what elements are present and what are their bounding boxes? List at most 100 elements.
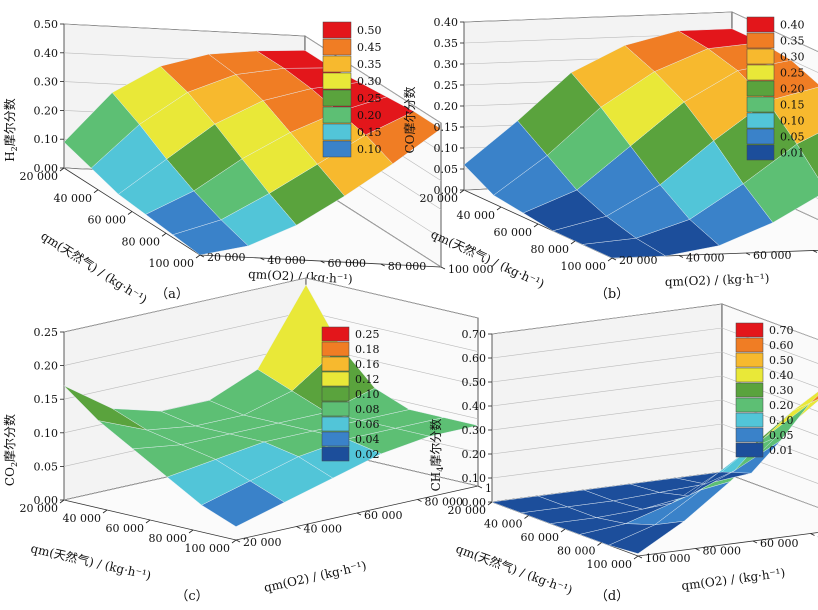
- z-gridline: [463, 11, 818, 52]
- z-tick-label: 0.10: [462, 472, 487, 485]
- x-tick-label: 20 000: [448, 504, 487, 517]
- legend-label: 0.25: [780, 67, 805, 80]
- x-tick: [633, 555, 639, 560]
- z-tick-label: 0.40: [434, 16, 459, 29]
- z-gridline: [491, 303, 818, 340]
- x-tick-label: 80 000: [557, 545, 596, 558]
- x-tick-label: 80 000: [531, 243, 570, 256]
- y-tick-label: 60 000: [760, 537, 799, 550]
- legend-label: 0.45: [357, 41, 382, 54]
- legend-swatch: [735, 442, 764, 458]
- y-tick: [695, 548, 700, 551]
- y-tick: [380, 263, 385, 267]
- z-axis-label: CH4摩尔分数: [428, 419, 445, 492]
- x-tick: [59, 167, 65, 172]
- y-tick: [812, 250, 818, 253]
- x-tick: [102, 509, 108, 514]
- surface-patch: [63, 385, 147, 431]
- z-tick-label: 0.10: [434, 142, 459, 155]
- y-tick-label: 80 000: [425, 496, 464, 509]
- legend-label: 0.05: [769, 429, 794, 442]
- legend-label: 0.15: [357, 126, 382, 139]
- legend-label: 0.25: [357, 92, 382, 105]
- legend-swatch: [322, 89, 352, 107]
- panel-caption: （c）: [175, 589, 208, 604]
- legend-swatch: [321, 431, 350, 447]
- legend-swatch: [746, 96, 775, 113]
- x-tick: [93, 189, 99, 194]
- legend-label: 0.20: [780, 83, 805, 96]
- z-tick-label: 0.15: [34, 393, 59, 406]
- x-tick-label: 100 000: [149, 257, 195, 270]
- x-tick: [127, 211, 133, 215]
- legend-label: 0.30: [357, 75, 382, 88]
- z-gridline: [491, 399, 818, 436]
- x-tick: [188, 529, 194, 534]
- z-tick-label: 0.15: [434, 121, 459, 134]
- legend-swatch: [322, 123, 352, 141]
- z-tick-label: 0.40: [34, 47, 59, 60]
- legend-swatch: [735, 337, 764, 353]
- x-tick-label: 40 000: [457, 209, 496, 222]
- z-label-rest: 摩尔分数: [402, 86, 417, 134]
- legend-label: 0.30: [780, 51, 805, 64]
- legend-label: 0.30: [769, 384, 794, 397]
- y-tick: [356, 512, 362, 516]
- z-axis-label: CO摩尔分数: [402, 86, 417, 153]
- x-tick: [524, 515, 529, 519]
- legend-label: 0.10: [357, 143, 382, 156]
- surface: [63, 50, 442, 256]
- z-tick-label: 0.25: [434, 79, 459, 92]
- y-axis: 20 000 40 000 60 000 80 000 100 000: [199, 251, 494, 276]
- panel-a: 0.00 0.10 0.20 0.30 0.40 0.50 20 000 40 000 60 0…: [2, 18, 494, 307]
- surface-patch: [63, 92, 140, 169]
- z-label-rest: 摩尔分数: [428, 419, 443, 467]
- legend-swatch: [321, 401, 350, 417]
- y-tick: [296, 526, 301, 529]
- legend-swatch: [746, 16, 775, 33]
- x-tick-label: 40 000: [63, 512, 102, 525]
- legend: 0.70 0.60 0.50 0.40 0.30 0.20 0.10 0.05 0.01: [735, 322, 794, 458]
- legend-swatch: [735, 382, 764, 398]
- legend-swatch: [746, 144, 775, 161]
- z-tick-label: 0.50: [462, 376, 487, 389]
- y-tick-label: 60 000: [753, 249, 792, 262]
- z-label-main: H: [3, 151, 17, 161]
- y-axis-label: qm(O2) / (kg·h⁻¹): [681, 566, 787, 593]
- z-tick-label: 0.20: [34, 360, 59, 373]
- x-tick: [231, 539, 237, 544]
- y-tick-label: 60 000: [364, 509, 403, 522]
- x-tick-label: 20 000: [20, 170, 59, 183]
- y-tick-label: 80 000: [388, 260, 427, 273]
- y-tick: [752, 540, 758, 544]
- legend-swatch: [321, 356, 350, 372]
- legend-label: 0.70: [769, 324, 794, 337]
- y-tick-label: 40 000: [304, 523, 343, 536]
- z-axis: 0.00 0.10 0.20 0.30 0.40 0.50 0.60 0.70: [462, 303, 818, 509]
- legend-label: 0.60: [769, 339, 794, 352]
- z-gridline: [491, 327, 818, 364]
- y-tick: [637, 555, 643, 559]
- legend-swatch: [746, 80, 775, 97]
- z-gridline: [63, 277, 479, 333]
- x-tick: [195, 254, 201, 259]
- z-tick-label: 0.60: [462, 352, 487, 365]
- legend-label: 0.06: [355, 418, 380, 431]
- x-tick-label: 100 000: [561, 260, 607, 273]
- legend-label: 0.10: [780, 115, 805, 128]
- z-axis-label: H2摩尔分数: [2, 98, 19, 162]
- z-tick-label: 0.40: [462, 400, 487, 413]
- z-tick-label: 0.70: [462, 328, 487, 341]
- legend-swatch: [746, 112, 775, 129]
- y-axis-label: qm(O2) / (kg·h⁻¹): [263, 558, 368, 594]
- legend-swatch: [322, 38, 352, 56]
- y-tick: [199, 254, 205, 258]
- z-label-rest: 摩尔分数: [2, 98, 17, 146]
- legend-swatch: [735, 367, 764, 383]
- z-gridline: [63, 23, 442, 124]
- x-tick-label: 100 000: [185, 542, 231, 555]
- x-tick-label: 100 000: [587, 558, 633, 571]
- x-tick-label: 60 000: [88, 214, 127, 227]
- legend-swatch: [321, 326, 350, 342]
